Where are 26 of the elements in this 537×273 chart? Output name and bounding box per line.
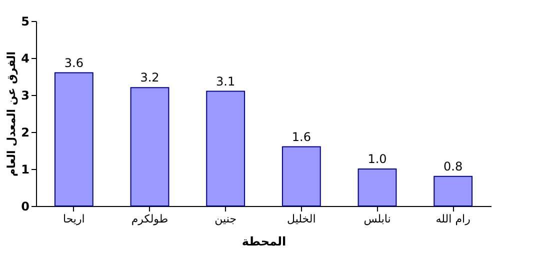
x-tick-label: رام الله bbox=[436, 212, 470, 226]
data-label: 3.6 bbox=[64, 56, 84, 70]
x-axis-title: المحطة bbox=[242, 234, 286, 248]
x-tick-label: جنين bbox=[214, 212, 236, 226]
data-label: 1.6 bbox=[292, 130, 311, 144]
y-tick-label: 3 bbox=[21, 88, 30, 102]
y-tick-label: 4 bbox=[21, 52, 30, 66]
bar bbox=[434, 176, 473, 206]
x-tick-label: نابلس bbox=[364, 212, 391, 226]
y-tick-label: 2 bbox=[21, 126, 30, 140]
x-tick-label: طولكرم bbox=[131, 212, 168, 226]
y-tick-label: 0 bbox=[21, 200, 30, 214]
bar bbox=[54, 72, 94, 206]
x-tick-label: اريحا bbox=[62, 212, 85, 226]
data-label: 0.8 bbox=[444, 159, 463, 174]
y-tick-label: 1 bbox=[21, 162, 30, 176]
data-label: 1.0 bbox=[368, 152, 387, 166]
bar bbox=[282, 146, 321, 206]
bar bbox=[358, 168, 397, 206]
bar bbox=[130, 87, 170, 206]
y-tick-label: 5 bbox=[21, 14, 30, 28]
data-label: 3.2 bbox=[140, 70, 160, 85]
x-tick-label: الخليل bbox=[287, 212, 316, 226]
bar bbox=[206, 90, 246, 206]
y-axis-title: الفرق عن المعدل العام bbox=[5, 51, 18, 177]
data-label: 3.1 bbox=[216, 74, 236, 88]
